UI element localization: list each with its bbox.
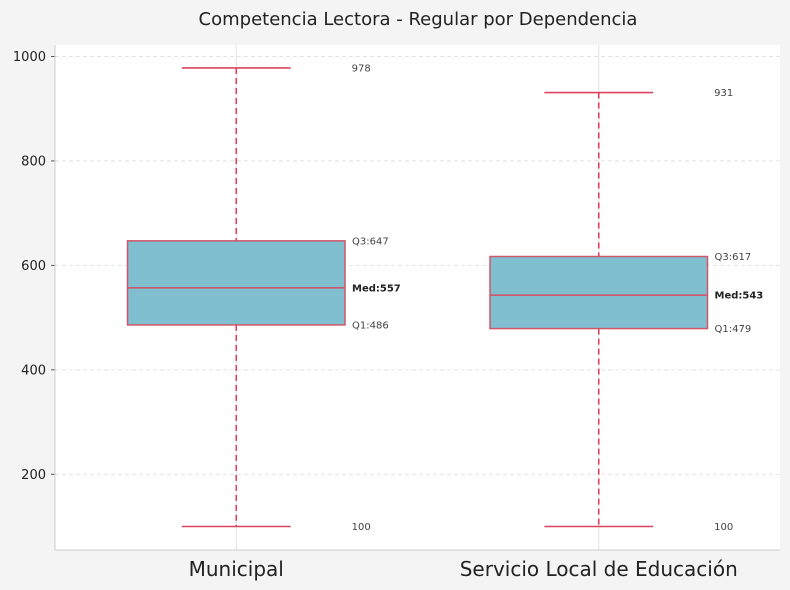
y-tick-label: 600: [21, 259, 46, 274]
min-label: 100: [714, 522, 733, 533]
labels: 978 Q3:647 Med:557 Q1:486 100 931 Q3:617 Med:54…: [352, 63, 764, 533]
y-tick-label: 800: [21, 154, 46, 169]
q1-label: Q1:479: [715, 324, 752, 335]
max-label: 978: [352, 63, 371, 74]
y-tick-label: 400: [21, 363, 46, 378]
chart-title: Competencia Lectora - Regular por Depend…: [199, 9, 638, 30]
x-tick-label: Municipal: [189, 557, 284, 581]
q3-label: Q3:617: [715, 252, 752, 263]
x-tick-label: Servicio Local de Educación: [460, 557, 738, 581]
median-label: Med:543: [715, 291, 764, 302]
max-label: 931: [714, 88, 733, 99]
q1-label: Q1:486: [352, 320, 389, 331]
median-label: Med:557: [352, 283, 401, 294]
axes: 200 400 600 800 1000 Municipal Servicio Local …: [13, 45, 780, 581]
iqr-box: [126, 240, 346, 326]
y-tick-label: 200: [21, 468, 46, 483]
iqr-box: [489, 255, 709, 330]
q3-label: Q3:647: [352, 236, 389, 247]
min-label: 100: [352, 522, 371, 533]
boxes: [126, 67, 709, 528]
y-tick-label: 1000: [13, 50, 46, 65]
